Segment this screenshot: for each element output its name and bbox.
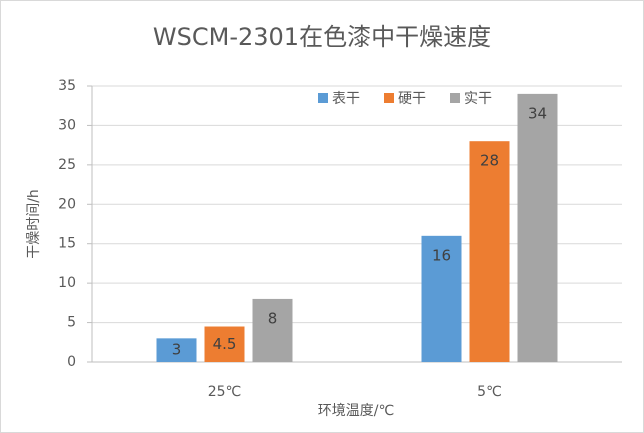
bar bbox=[156, 338, 197, 362]
y-tick-label: 10 bbox=[58, 275, 76, 291]
bar bbox=[517, 93, 558, 362]
data-label: 16 bbox=[432, 246, 451, 264]
legend-swatch bbox=[450, 93, 460, 103]
y-tick-label: 35 bbox=[58, 78, 76, 94]
y-tick-label: 5 bbox=[67, 315, 76, 331]
data-label: 34 bbox=[528, 104, 547, 122]
x-axis-label: 环境温度/℃ bbox=[318, 403, 394, 419]
chart-title: WSCM-2301在色漆中干燥速度 bbox=[153, 23, 491, 51]
data-label: 4.5 bbox=[213, 335, 237, 353]
y-tick-label: 0 bbox=[67, 354, 76, 370]
bar bbox=[204, 326, 245, 362]
y-tick-label: 20 bbox=[58, 196, 76, 212]
y-axis-label: 干燥时间/h bbox=[26, 189, 42, 259]
data-label: 8 bbox=[268, 309, 278, 327]
data-label: 28 bbox=[480, 152, 499, 170]
bar bbox=[252, 298, 293, 362]
x-tick-label: 5℃ bbox=[477, 384, 502, 400]
x-tick-label: 25℃ bbox=[208, 384, 242, 400]
legend-label: 硬干 bbox=[398, 91, 426, 107]
y-tick-label: 25 bbox=[58, 157, 76, 173]
legend-swatch bbox=[318, 93, 328, 103]
legend-label: 实干 bbox=[464, 91, 492, 107]
bar bbox=[421, 235, 462, 362]
data-label: 3 bbox=[172, 341, 182, 359]
bar bbox=[469, 141, 510, 362]
legend-swatch bbox=[384, 93, 394, 103]
legend-label: 表干 bbox=[332, 91, 360, 107]
y-tick-label: 15 bbox=[58, 236, 76, 252]
y-tick-label: 30 bbox=[58, 117, 76, 133]
